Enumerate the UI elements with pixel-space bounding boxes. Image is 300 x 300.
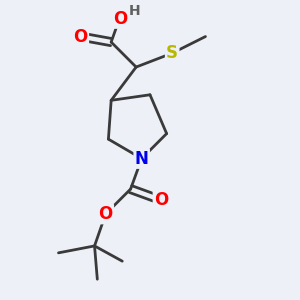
Text: H: H [129, 4, 141, 18]
Text: O: O [113, 10, 127, 28]
Text: N: N [135, 150, 148, 168]
Text: S: S [166, 44, 178, 62]
Text: O: O [154, 191, 168, 209]
Text: O: O [74, 28, 88, 46]
Text: O: O [98, 205, 113, 223]
